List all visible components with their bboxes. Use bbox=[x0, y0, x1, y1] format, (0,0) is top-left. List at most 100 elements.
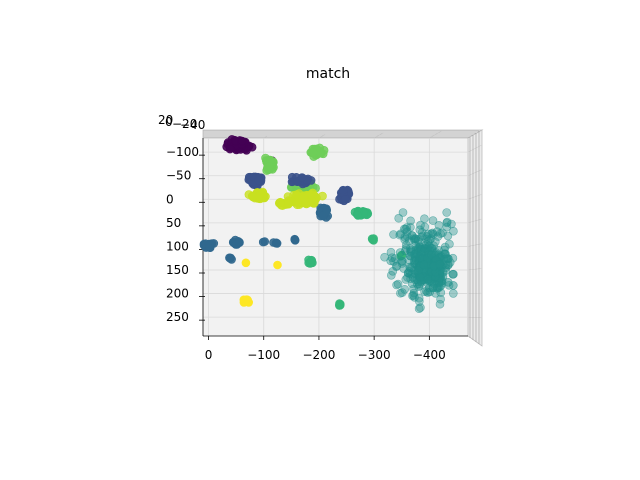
scatter-point-teal bbox=[449, 269, 458, 279]
scatter-point-teal bbox=[397, 288, 407, 297]
scatter-point-teal bbox=[430, 237, 440, 247]
scatter-point-teal bbox=[413, 243, 423, 253]
scatter-point-teal bbox=[420, 222, 430, 232]
scatter-point-teal bbox=[388, 266, 398, 276]
scatter-point-teal bbox=[423, 275, 432, 284]
scatter-point-indigo bbox=[340, 195, 350, 204]
scatter-point-teal bbox=[406, 263, 415, 273]
scatter-point-teal bbox=[441, 249, 450, 259]
scatter-point-teal bbox=[406, 216, 415, 226]
y-tick-label: 200 bbox=[166, 287, 189, 301]
scatter-point-teal bbox=[449, 226, 458, 236]
scatter-point-teal bbox=[428, 283, 438, 292]
scatter-point-teal bbox=[406, 223, 415, 232]
scatter-point-teal bbox=[443, 277, 453, 287]
scatter-point-lightgreen bbox=[308, 148, 318, 157]
scatter-point-blue bbox=[260, 237, 270, 246]
scatter-point-teal bbox=[409, 290, 418, 300]
grid-line-side bbox=[467, 316, 483, 319]
scatter-point-teal bbox=[416, 272, 425, 282]
scatter-point-teal bbox=[404, 236, 414, 245]
scatter-point-teal bbox=[435, 259, 445, 269]
grid-line-side bbox=[467, 169, 483, 176]
scatter-point-green bbox=[367, 234, 377, 244]
scatter-point-teal bbox=[428, 228, 437, 238]
z-ticks: 200 −20−40 bbox=[158, 113, 205, 132]
scatter-point-teal bbox=[409, 284, 418, 294]
y-tick-label: 0 bbox=[166, 192, 174, 206]
y-ticks: −100 −50 0 50 100 150 200 250 bbox=[166, 145, 205, 324]
chart-title: match bbox=[306, 66, 350, 82]
scatter-point-teal bbox=[414, 297, 424, 306]
grid-line-side bbox=[467, 144, 483, 153]
grid-line-side bbox=[467, 268, 483, 271]
scatter-point-teal bbox=[414, 304, 424, 314]
z-tick-label: −40 bbox=[180, 118, 205, 132]
scatter-point-teal bbox=[397, 256, 407, 266]
scatter-point-teal bbox=[401, 275, 411, 284]
grid-line-side bbox=[467, 243, 483, 247]
y-tick-label: −100 bbox=[166, 145, 199, 159]
scatter-point-blue bbox=[318, 211, 328, 220]
y-tick-label: 50 bbox=[166, 216, 181, 230]
scatter-point-teal bbox=[395, 230, 405, 240]
scatter-point-yellow bbox=[241, 258, 251, 268]
y-tick-label: 250 bbox=[166, 310, 189, 324]
scatter-point-indigo bbox=[254, 176, 264, 185]
y-tick-label: 100 bbox=[166, 239, 189, 253]
z-tick-label: −20 bbox=[172, 117, 197, 131]
scatter-point-teal bbox=[386, 256, 396, 266]
scatter-point-green bbox=[307, 255, 316, 265]
scatter-point-teal bbox=[392, 262, 401, 272]
scatter-point-teal bbox=[398, 257, 407, 266]
points bbox=[199, 135, 458, 314]
grid-line-side bbox=[467, 193, 483, 200]
x-tick-label: −400 bbox=[413, 348, 446, 362]
scatter-point-teal bbox=[443, 231, 453, 241]
x-tick-label: 0 bbox=[205, 348, 213, 362]
scatter-point-teal bbox=[438, 268, 448, 277]
scatter-point-indigo bbox=[297, 173, 307, 182]
scatter-point-teal bbox=[442, 217, 452, 227]
scatter-point-teal bbox=[390, 254, 400, 263]
scatter-point-lightgreen bbox=[315, 143, 325, 153]
scatter-point-blue bbox=[205, 243, 214, 252]
scatter-point-teal bbox=[406, 251, 415, 261]
x-tick-label: −300 bbox=[358, 348, 391, 362]
scatter-point-green bbox=[334, 301, 344, 310]
y-tick-label: 150 bbox=[166, 263, 189, 277]
scatter-point-yellow bbox=[273, 260, 282, 270]
scatter-point-teal bbox=[401, 243, 411, 253]
scatter-point-teal bbox=[394, 213, 404, 223]
scatter-point-teal bbox=[419, 260, 429, 270]
scatter-point-teal bbox=[386, 247, 396, 257]
scatter-point-teal bbox=[416, 220, 425, 230]
scatter-point-lime bbox=[248, 192, 258, 202]
z-tick-label: 20 bbox=[158, 113, 173, 127]
scatter-point-yellow bbox=[242, 295, 251, 305]
scatter-point-purple bbox=[237, 136, 247, 146]
x-tick-label: −100 bbox=[247, 348, 280, 362]
scatter-point-blue bbox=[234, 237, 244, 247]
scatter-point-lime bbox=[299, 193, 309, 202]
scatter-point-teal bbox=[444, 260, 453, 270]
z-tick-label: 0 bbox=[165, 115, 173, 129]
scatter-point-teal bbox=[436, 281, 446, 291]
scatter-point-teal bbox=[406, 247, 416, 256]
scatter-point-green bbox=[353, 211, 363, 220]
scatter-point-blue bbox=[272, 239, 282, 248]
scatter-point-teal bbox=[395, 248, 405, 257]
scatter-point-teal bbox=[428, 216, 438, 225]
scatter-point-teal bbox=[398, 208, 408, 217]
scatter-point-indigo bbox=[338, 185, 348, 195]
scatter-point-teal bbox=[447, 219, 456, 229]
scatter-point-teal bbox=[442, 208, 452, 217]
grid-line-side bbox=[467, 218, 483, 224]
scatter-point-teal bbox=[436, 294, 445, 304]
scatter-point-lime bbox=[276, 200, 286, 210]
scatter-point-teal bbox=[389, 230, 398, 239]
x-ticks: 0 −100 −200 −300 −400 bbox=[205, 336, 446, 362]
scatter-point-teal bbox=[405, 262, 415, 272]
scatter-point-teal bbox=[438, 228, 447, 238]
scatter-point-lightgreen bbox=[265, 162, 274, 171]
